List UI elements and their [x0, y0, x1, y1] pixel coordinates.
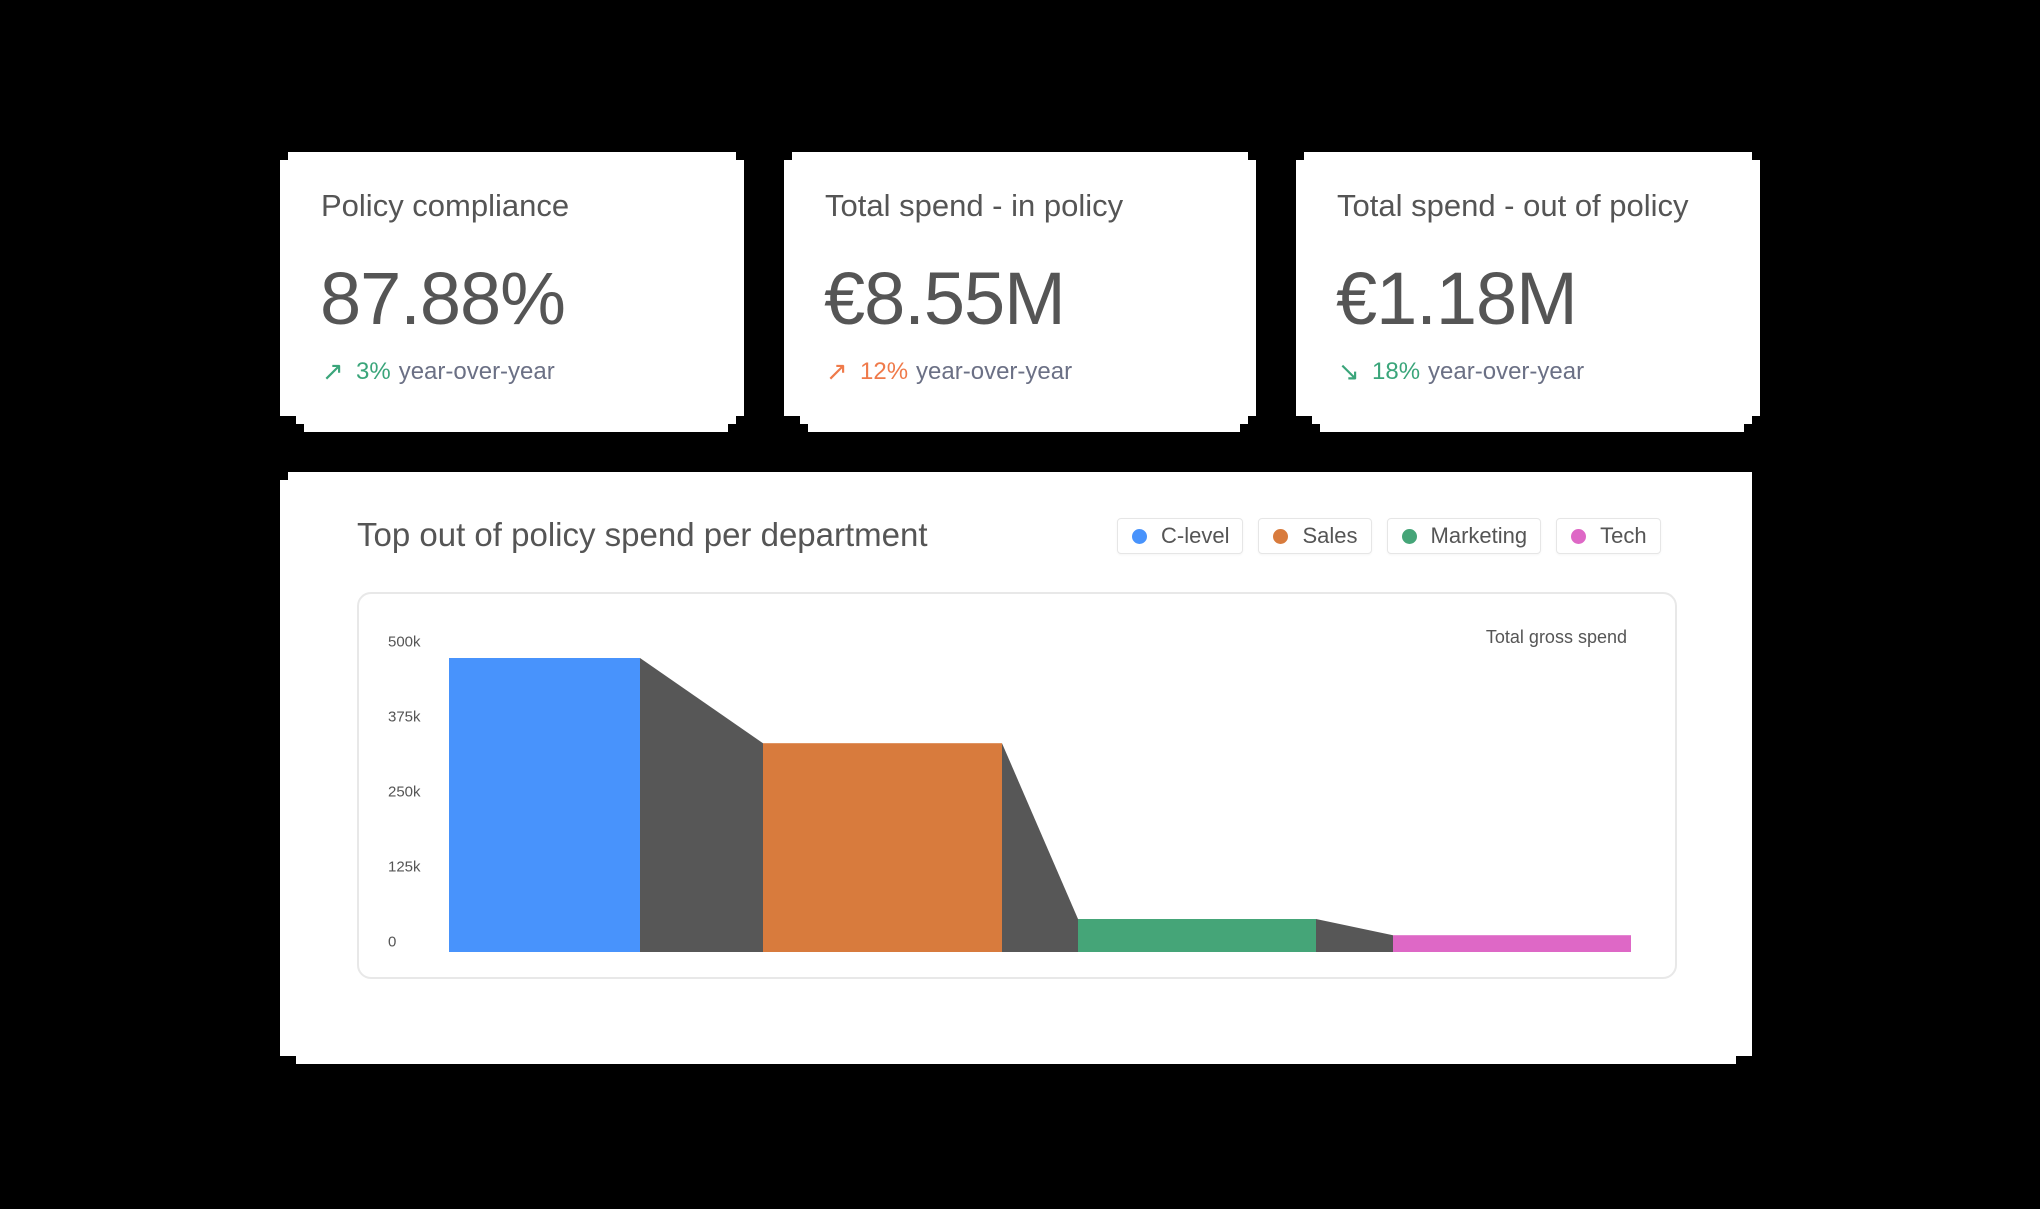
connector-shape	[1316, 919, 1393, 952]
kpi-value: €1.18M	[1336, 257, 1577, 340]
y-tick-label: 125k	[388, 858, 421, 876]
plot-area: 500k 375k 250k 125k 0 Total gross spend	[357, 592, 1677, 979]
legend-chip-tech[interactable]: Tech	[1556, 518, 1660, 554]
legend-label: Marketing	[1430, 523, 1528, 548]
bar-sales[interactable]	[763, 743, 1002, 952]
legend-dot-icon	[1402, 529, 1417, 544]
bar-c-level[interactable]	[449, 658, 640, 952]
legend-label: Sales	[1302, 523, 1358, 548]
y-tick-label: 250k	[388, 783, 421, 801]
connector-shape	[640, 658, 763, 952]
legend-dot-icon	[1571, 529, 1586, 544]
legend-chip-marketing[interactable]: Marketing	[1387, 518, 1542, 554]
y-tick-label: 500k	[388, 633, 421, 651]
kpi-change-suffix: year-over-year	[398, 357, 555, 385]
kpi-card-policy-compliance: Policy compliance 87.88% ↗ 3% year-over-…	[280, 152, 744, 432]
series-label: Total gross spend	[1485, 627, 1627, 647]
y-tick-label: 0	[388, 933, 397, 951]
legend-label: C-level	[1161, 523, 1230, 548]
legend-chip-sales[interactable]: Sales	[1258, 518, 1371, 554]
kpi-change-percent: 18%	[1372, 357, 1421, 385]
kpi-title: Policy compliance	[321, 188, 570, 223]
bar-marketing[interactable]	[1078, 919, 1316, 952]
kpi-yoy-change: ↘ 18% year-over-year	[1338, 356, 1584, 387]
kpi-yoy-change: ↗ 12% year-over-year	[826, 356, 1072, 387]
legend-label: Tech	[1600, 523, 1647, 548]
kpi-change-percent: 3%	[356, 357, 391, 385]
chart-panel: Top out of policy spend per department C…	[280, 472, 1752, 1064]
y-tick-label: 375k	[388, 708, 421, 726]
arrow-down-right-icon: ↘	[1338, 356, 1360, 386]
kpi-value: 87.88%	[320, 257, 565, 340]
bar-tech[interactable]	[1393, 935, 1631, 952]
chart-legend: C-level Sales Marketing Tech	[1117, 518, 1661, 554]
bar-chart	[359, 594, 1675, 977]
legend-dot-icon	[1273, 529, 1288, 544]
kpi-title: Total spend - out of policy	[1337, 188, 1689, 223]
kpi-value: €8.55M	[824, 257, 1065, 340]
connector-shape	[1002, 743, 1078, 952]
kpi-card-total-spend-out-of-policy: Total spend - out of policy €1.18M ↘ 18%…	[1296, 152, 1760, 432]
kpi-change-suffix: year-over-year	[916, 357, 1073, 385]
arrow-up-right-icon: ↗	[826, 356, 848, 386]
kpi-change-percent: 12%	[860, 357, 909, 385]
kpi-yoy-change: ↗ 3% year-over-year	[322, 356, 555, 387]
kpi-card-total-spend-in-policy: Total spend - in policy €8.55M ↗ 12% yea…	[784, 152, 1256, 432]
kpi-title: Total spend - in policy	[825, 188, 1124, 223]
chart-title: Top out of policy spend per department	[357, 516, 928, 553]
legend-dot-icon	[1132, 529, 1147, 544]
legend-chip-c-level[interactable]: C-level	[1117, 518, 1243, 554]
kpi-change-suffix: year-over-year	[1428, 357, 1585, 385]
arrow-up-right-icon: ↗	[322, 356, 344, 386]
